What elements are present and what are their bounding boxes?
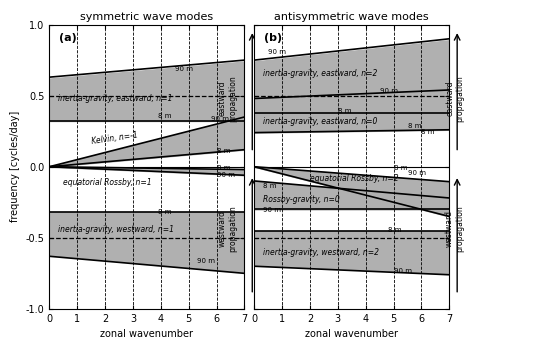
Text: (b): (b) [264,33,282,43]
Text: Kelvin, n=-1: Kelvin, n=-1 [91,131,139,146]
Y-axis label: frequency [cycles/day]: frequency [cycles/day] [10,111,20,222]
X-axis label: zonal wavenumber: zonal wavenumber [305,329,398,339]
Text: inertia-gravity, westward, n=1: inertia-gravity, westward, n=1 [58,225,174,234]
Title: antisymmetric wave modes: antisymmetric wave modes [275,12,429,22]
Text: inertia-gravity, westward, n=2: inertia-gravity, westward, n=2 [262,248,379,257]
Text: 90 m: 90 m [393,269,412,274]
Title: symmetric wave modes: symmetric wave modes [81,12,214,22]
Text: westward
propagation: westward propagation [445,205,465,252]
Text: inertia-gravity, eastward, n=0: inertia-gravity, eastward, n=0 [262,117,377,126]
Text: 90 m: 90 m [216,172,235,178]
Text: inertia-gravity, eastward, n=1: inertia-gravity, eastward, n=1 [58,94,172,103]
Text: westward
propagation: westward propagation [218,205,237,252]
Text: 90 m: 90 m [268,49,286,55]
Text: 8 m: 8 m [216,148,230,154]
Text: 90 m: 90 m [197,258,215,264]
Text: (a): (a) [59,33,77,43]
Text: 8 m: 8 m [158,208,172,214]
Text: 8 m: 8 m [408,123,421,129]
Text: eastward
propagation: eastward propagation [445,75,465,122]
Text: 8 m: 8 m [421,129,435,135]
Text: equatorial Rossby, n=2: equatorial Rossby, n=2 [310,174,398,183]
Text: Rossby-gravity, n=0: Rossby-gravity, n=0 [262,195,339,204]
Text: 90 m: 90 m [380,88,398,94]
Text: 8 m: 8 m [262,183,276,189]
Text: 8 m: 8 m [158,113,172,119]
Text: 8 m: 8 m [216,165,230,171]
Text: 8 m: 8 m [338,108,351,114]
X-axis label: zonal wavenumber: zonal wavenumber [100,329,193,339]
Text: 90 m: 90 m [408,170,426,176]
Text: equatorial Rossby, n=1: equatorial Rossby, n=1 [63,178,152,187]
Text: 90 m: 90 m [262,207,281,213]
Text: eastward
propagation: eastward propagation [218,75,237,122]
Text: 8 m: 8 m [393,165,407,171]
Text: 90 m: 90 m [211,116,229,122]
Text: 8 m: 8 m [388,227,402,233]
Text: inertia-gravity, eastward, n=2: inertia-gravity, eastward, n=2 [262,69,377,78]
Text: 90 m: 90 m [175,66,193,72]
